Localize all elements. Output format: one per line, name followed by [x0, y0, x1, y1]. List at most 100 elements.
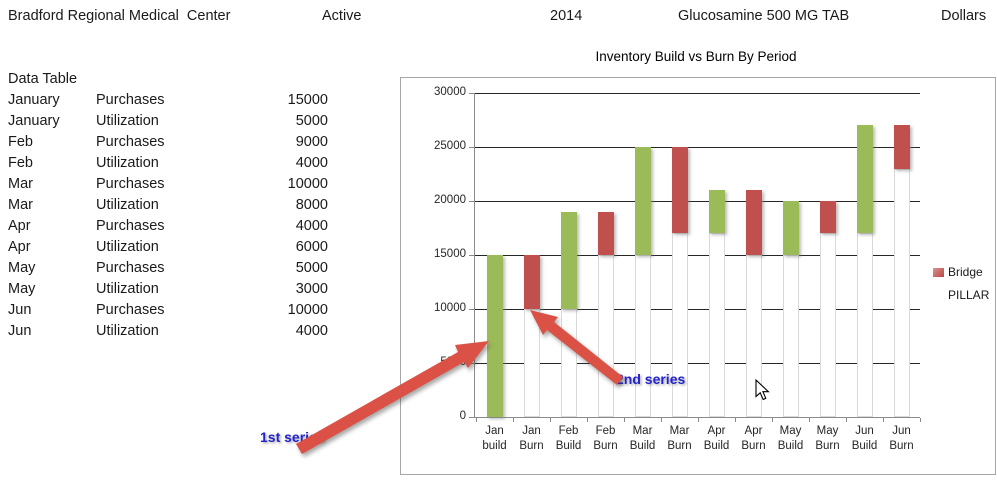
inventory-chart[interactable]: 0 5000 10000 15000 20000 25000 30000 Jan build J… — [400, 77, 996, 475]
pillar-base-may-build — [782, 255, 799, 417]
data-table-rows: January Purchases 15000 January Utilization 5… — [8, 92, 330, 344]
value-cell[interactable]: 10000 — [287, 302, 328, 318]
cell-status[interactable]: Active — [322, 8, 362, 24]
gridline-30000 — [474, 93, 920, 94]
value-cell[interactable]: 9000 — [295, 134, 328, 150]
legend-label-pillar: PILLAR — [948, 288, 990, 302]
type-cell[interactable]: Purchases — [96, 302, 165, 318]
pillar-base-feb-build — [560, 309, 577, 417]
bar-jun-burn[interactable] — [893, 125, 910, 169]
month-cell[interactable]: Feb — [8, 155, 33, 171]
value-cell[interactable]: 4000 — [295, 323, 328, 339]
gridline-20000 — [474, 201, 920, 202]
type-cell[interactable]: Utilization — [96, 323, 159, 339]
month-cell[interactable]: Feb — [8, 134, 33, 150]
type-cell[interactable]: Purchases — [96, 92, 165, 108]
legend-item-pillar[interactable]: PILLAR — [948, 286, 989, 304]
month-cell[interactable]: January — [8, 92, 60, 108]
type-cell[interactable]: Utilization — [96, 197, 159, 213]
type-cell[interactable]: Utilization — [96, 155, 159, 171]
bar-may-build[interactable] — [782, 201, 799, 255]
bar-apr-build[interactable] — [708, 190, 725, 234]
bar-apr-burn[interactable] — [745, 190, 762, 255]
x-axis-tick — [698, 418, 699, 422]
y-axis-tick — [469, 93, 474, 94]
gridline-25000 — [474, 147, 920, 148]
bar-mar-build[interactable] — [634, 147, 651, 255]
y-axis-line — [474, 93, 475, 417]
type-cell[interactable]: Purchases — [96, 134, 165, 150]
value-cell[interactable]: 8000 — [295, 197, 328, 213]
type-cell[interactable]: Utilization — [96, 239, 159, 255]
type-cell[interactable]: Purchases — [96, 218, 165, 234]
cell-year[interactable]: 2014 — [550, 8, 583, 24]
cell-unit[interactable]: Dollars — [941, 8, 987, 24]
value-cell[interactable]: 5000 — [295, 113, 328, 129]
y-axis-label: 20000 — [434, 194, 466, 206]
month-cell[interactable]: Apr — [8, 218, 31, 234]
bar-feb-burn[interactable] — [597, 211, 614, 255]
table-row: Mar Utilization 8000 — [8, 197, 330, 218]
value-cell[interactable]: 3000 — [295, 281, 328, 297]
x-axis-label-mar-burn: Mar Burn — [667, 425, 692, 452]
annotation-first-series[interactable]: 1st series — [260, 429, 325, 445]
pillar-base-jun-burn — [893, 168, 910, 417]
x-axis-label-jun-build: Jun Build — [851, 425, 878, 452]
table-row: Feb Utilization 4000 — [8, 155, 330, 176]
value-cell[interactable]: 5000 — [295, 260, 328, 276]
y-axis-label: 10000 — [434, 302, 466, 314]
bridge-series-swatch — [933, 267, 944, 277]
bar-may-burn[interactable] — [819, 201, 836, 234]
x-axis-tick — [735, 418, 736, 422]
chart-title[interactable]: Inventory Build vs Burn By Period — [595, 49, 797, 64]
bar-feb-build[interactable] — [560, 211, 577, 309]
value-cell[interactable]: 4000 — [295, 155, 328, 171]
type-cell[interactable]: Utilization — [96, 113, 159, 129]
month-cell[interactable]: Mar — [8, 176, 33, 192]
month-cell[interactable]: Jun — [8, 323, 32, 339]
bar-jun-build[interactable] — [856, 125, 873, 234]
annotation-second-series[interactable]: 2nd series — [616, 371, 686, 387]
value-cell[interactable]: 6000 — [295, 239, 328, 255]
x-axis-tick — [587, 418, 588, 422]
month-cell[interactable]: May — [8, 260, 36, 276]
month-cell[interactable]: Jun — [8, 302, 32, 318]
x-axis-tick — [846, 418, 847, 422]
bar-mar-burn[interactable] — [671, 147, 688, 234]
type-cell[interactable]: Purchases — [96, 176, 165, 192]
type-cell[interactable]: Utilization — [96, 281, 159, 297]
legend-item-bridge[interactable]: Bridge — [933, 265, 983, 279]
x-axis-label-feb-burn: Feb Burn — [593, 425, 618, 452]
x-axis-tick — [513, 418, 514, 422]
table-row: Jun Utilization 4000 — [8, 323, 330, 344]
month-cell[interactable]: Apr — [8, 239, 31, 255]
legend-label-bridge: Bridge — [948, 265, 983, 279]
pillar-base-jun-build — [856, 233, 873, 417]
x-axis-tick — [550, 418, 551, 422]
gridline-5000 — [474, 363, 920, 364]
value-cell[interactable]: 15000 — [287, 92, 328, 108]
pillar-base-may-burn — [819, 233, 836, 417]
y-axis-tick — [469, 201, 474, 202]
cell-product[interactable]: Glucosamine 500 MG TAB — [678, 8, 850, 24]
x-axis-label-apr-build: Apr Build — [703, 425, 730, 452]
pillar-base-mar-build — [634, 255, 651, 417]
x-axis-label-may-burn: May Burn — [815, 425, 840, 452]
data-table-title[interactable]: Data Table — [8, 71, 78, 87]
x-axis-label-jan-burn: Jan Burn — [519, 425, 544, 452]
pillar-base-mar-burn — [671, 233, 688, 417]
bar-jan-burn[interactable] — [523, 255, 540, 309]
x-axis-label-jun-burn: Jun Burn — [889, 425, 914, 452]
bar-jan-build[interactable] — [486, 255, 503, 417]
type-cell[interactable]: Purchases — [96, 260, 165, 276]
value-cell[interactable]: 4000 — [295, 218, 328, 234]
table-row: Apr Purchases 4000 — [8, 218, 330, 239]
month-cell[interactable]: January — [8, 113, 60, 129]
month-cell[interactable]: May — [8, 281, 36, 297]
value-cell[interactable]: 10000 — [287, 176, 328, 192]
month-cell[interactable]: Mar — [8, 197, 33, 213]
cell-facility-name[interactable]: Bradford Regional Medical Center — [8, 8, 231, 24]
y-axis-tick — [469, 309, 474, 310]
x-axis-label-mar-build: Mar Build — [629, 425, 656, 452]
